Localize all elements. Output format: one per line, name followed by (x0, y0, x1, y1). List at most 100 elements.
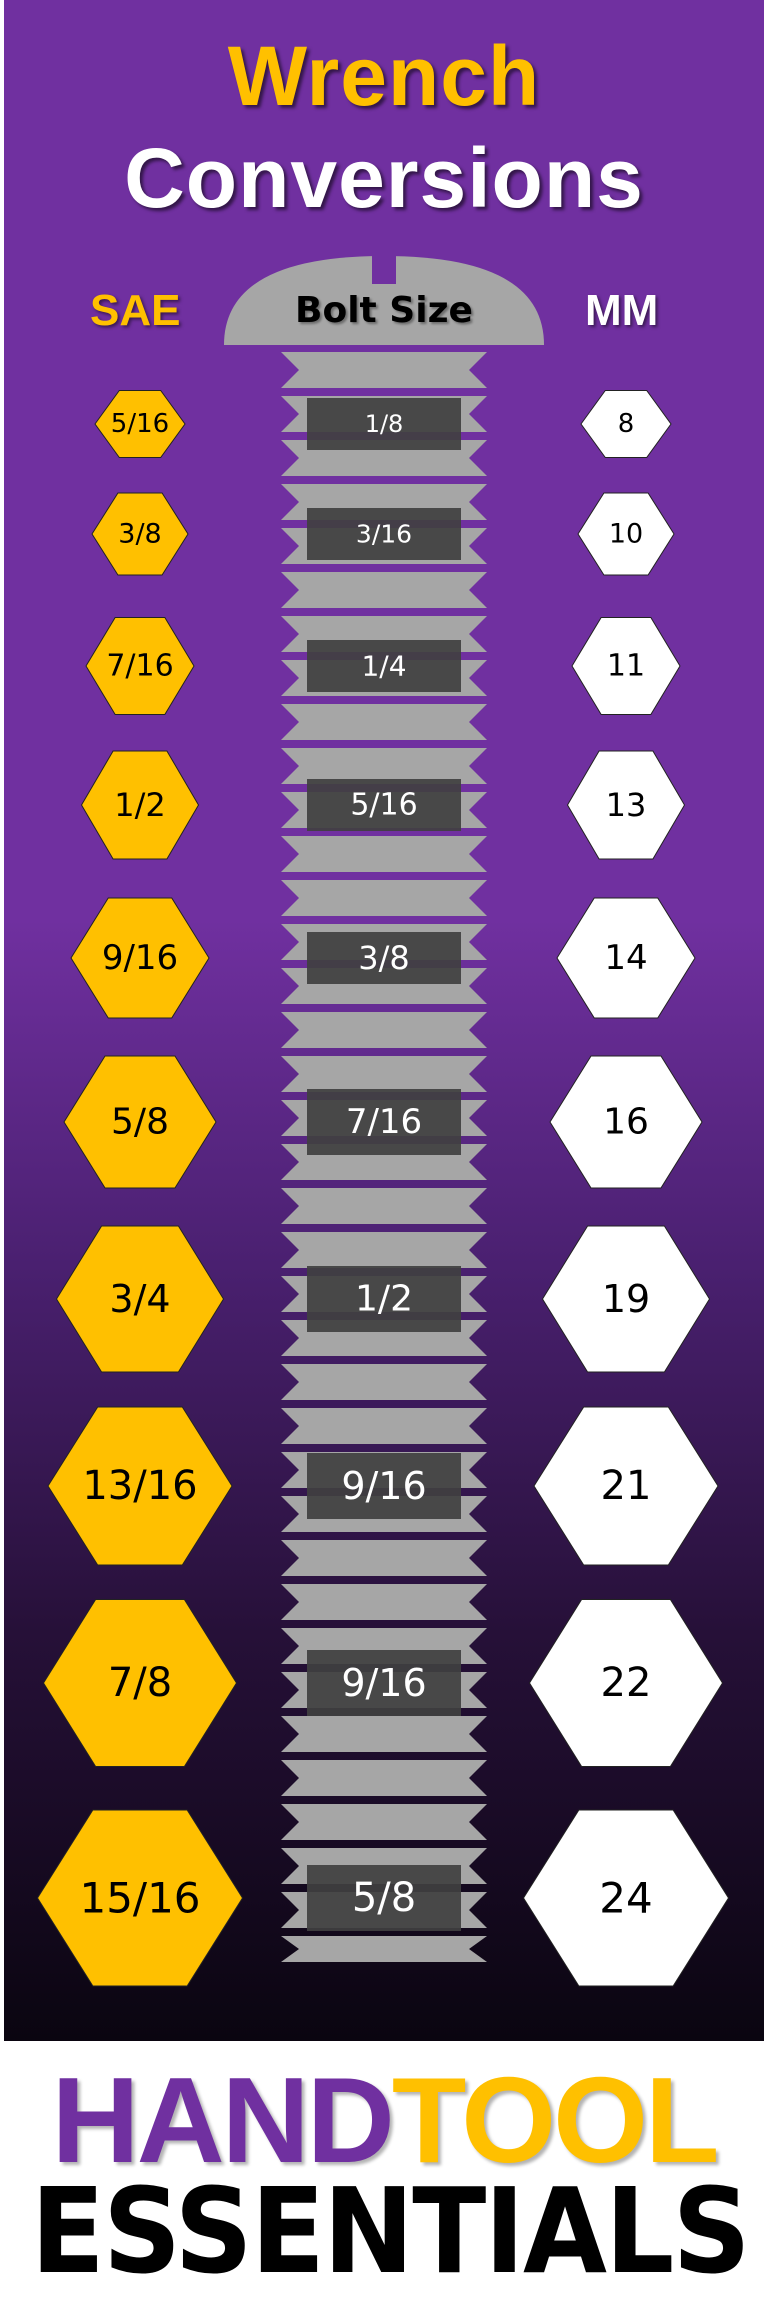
sae-hex-icon (55, 1225, 225, 1373)
sae-hex-icon (91, 492, 189, 576)
sae-size: 15/16 (79, 1874, 200, 1923)
bolt-size-box (307, 1650, 461, 1716)
sae-header: SAE (90, 286, 181, 335)
conversion-row: 7/16 1/4 11 (85, 617, 681, 715)
bolt-size: 1/8 (365, 410, 404, 438)
bolt-size-box (307, 1266, 461, 1332)
sae-size: 3/8 (118, 519, 161, 550)
mm-size: 11 (607, 649, 645, 684)
sae-hex-icon (70, 897, 210, 1019)
mm-size: 14 (604, 938, 647, 978)
bolt-size: 9/16 (341, 1661, 426, 1705)
bolt-size: 3/16 (356, 520, 412, 549)
bolt-thread (281, 836, 487, 872)
brand-logo-line-1: HANDTOOL (0, 2050, 768, 2190)
bolt-thread (281, 1232, 487, 1268)
mm-hex-icon (522, 1809, 730, 1987)
bolt-thread (281, 748, 487, 784)
bolt-thread (281, 1716, 487, 1752)
conversion-row: 3/4 1/2 19 (55, 1225, 711, 1373)
bolt-slot (372, 254, 396, 284)
bolt-thread (281, 1012, 487, 1048)
brand-logo-line-2: ESSENTIALS (30, 2162, 751, 2300)
sae-size: 13/16 (82, 1463, 197, 1509)
bolt-thread (281, 704, 487, 740)
mm-hex-icon (566, 750, 686, 860)
bolt-thread (281, 1584, 487, 1620)
sae-hex-icon (94, 390, 186, 458)
bolt-thread (281, 352, 487, 388)
mm-size: 22 (601, 1660, 652, 1706)
bolt-thread (281, 1760, 487, 1796)
bolt-size: 9/16 (341, 1464, 426, 1508)
bolt-thread (281, 1188, 487, 1224)
sae-size: 1/2 (114, 786, 166, 824)
bolt-thread (281, 1540, 487, 1576)
mm-hex-icon (541, 1225, 711, 1373)
bolt-thread (281, 572, 487, 608)
sae-size: 9/16 (102, 938, 178, 978)
bolt-size: 5/16 (350, 788, 417, 823)
bolt-size-box (307, 398, 461, 450)
bolt-size-header: Bolt Size (295, 290, 473, 331)
conversion-row: 5/16 1/8 8 (94, 390, 672, 458)
mm-header: MM (585, 286, 659, 335)
title-line-2: Conversions (124, 131, 644, 225)
bolt-size-box (307, 640, 461, 692)
bolt-size-box (307, 1865, 461, 1931)
mm-hex-icon (556, 897, 696, 1019)
mm-hex-icon (571, 617, 681, 715)
conversion-row: 5/8 7/16 16 (63, 1055, 703, 1189)
sae-size: 5/8 (111, 1102, 169, 1143)
bolt-thread (281, 880, 487, 916)
bolt-size-box (307, 508, 461, 560)
mm-hex-icon (533, 1406, 719, 1566)
conversion-row: 7/8 9/16 22 (42, 1599, 724, 1767)
bolt-size: 7/16 (346, 1102, 422, 1142)
bolt-size-box (307, 779, 461, 831)
conversion-row: 13/16 9/16 21 (47, 1406, 719, 1566)
mm-size: 21 (601, 1463, 652, 1509)
mm-size: 8 (618, 409, 635, 439)
sae-hex-icon (36, 1809, 244, 1987)
bolt-thread (281, 1364, 487, 1400)
sae-size: 3/4 (109, 1277, 170, 1321)
title-line-1: Wrench (227, 29, 541, 123)
sae-size: 5/16 (111, 409, 169, 439)
bolt-illustration: 5/16 1/8 8 3/8 3/16 10 7/16 1/4 11 1/2 5/16 13 9/16 3… (36, 254, 730, 1987)
bolt-thread (281, 1936, 487, 1962)
sae-hex-icon (42, 1599, 238, 1767)
brand-tool: TOOL (391, 2052, 720, 2188)
sae-hex-icon (80, 750, 200, 860)
sae-hex-icon (85, 617, 195, 715)
bolt-thread (281, 1056, 487, 1092)
bolt-size-box (307, 1453, 461, 1519)
bolt-thread (281, 1804, 487, 1840)
mm-size: 16 (603, 1102, 649, 1143)
bolt-thread (281, 1408, 487, 1444)
bolt-head (224, 256, 544, 345)
bolt-size: 1/4 (361, 650, 406, 683)
bolt-size-box (307, 1089, 461, 1155)
sae-size: 7/16 (106, 649, 173, 684)
conversion-row: 9/16 3/8 14 (70, 897, 696, 1019)
mm-hex-icon (528, 1599, 724, 1767)
mm-size: 24 (599, 1874, 652, 1923)
bolt-size: 1/2 (355, 1279, 413, 1320)
mm-hex-icon (580, 390, 672, 458)
sae-hex-icon (63, 1055, 217, 1189)
bolt-size-box (307, 932, 461, 984)
conversion-row: 3/8 3/16 10 (91, 492, 675, 576)
mm-size: 13 (606, 786, 647, 824)
bolt-size: 3/8 (358, 939, 410, 977)
sae-size: 7/8 (108, 1660, 172, 1706)
bolt-size: 5/8 (352, 1875, 416, 1921)
conversion-row: 1/2 5/16 13 (80, 750, 686, 860)
mm-size: 10 (609, 519, 643, 550)
sae-hex-icon (47, 1406, 233, 1566)
brand-hand: HAND (51, 2052, 394, 2188)
mm-size: 19 (602, 1277, 650, 1321)
conversion-row: 15/16 5/8 24 (36, 1809, 730, 1987)
mm-hex-icon (549, 1055, 703, 1189)
mm-hex-icon (577, 492, 675, 576)
